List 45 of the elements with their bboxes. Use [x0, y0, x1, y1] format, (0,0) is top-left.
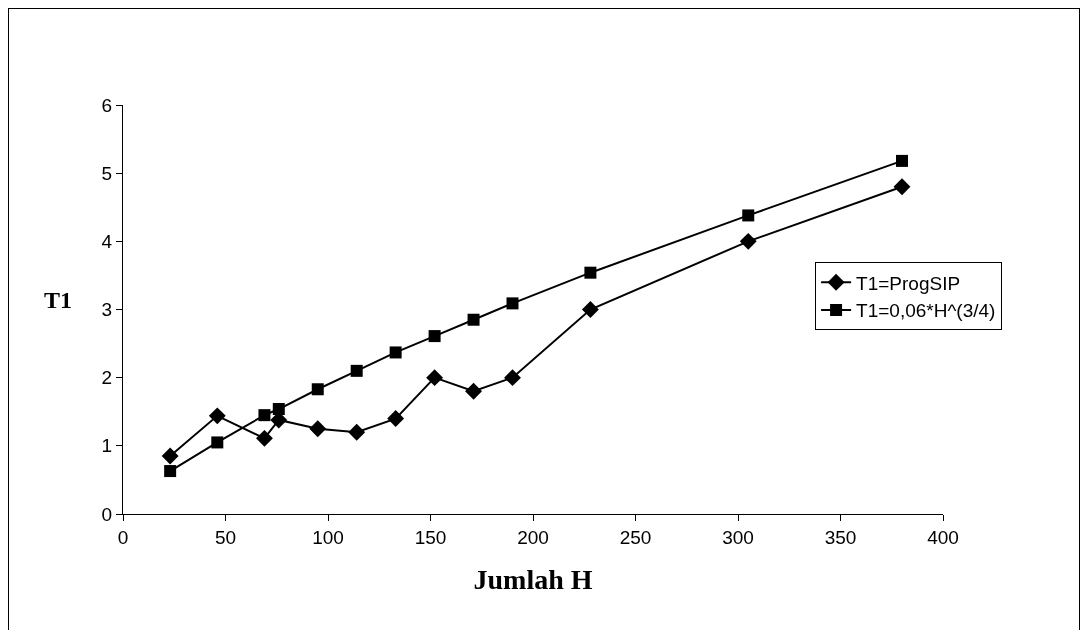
point: [311, 383, 324, 396]
x-axis-title: Jumlah H: [473, 563, 593, 595]
y-tick-label: 6: [101, 94, 113, 116]
point: [389, 346, 402, 359]
point: [211, 436, 224, 449]
point: [896, 154, 908, 167]
legend-label: T1=ProgSIP: [856, 272, 961, 294]
x-tick-label: 350: [824, 526, 857, 548]
point: [742, 209, 755, 222]
point: [584, 266, 597, 279]
x-tick-label: 100: [312, 526, 344, 548]
point: [504, 369, 521, 387]
point: [350, 364, 363, 377]
point: [161, 447, 179, 465]
y-tick-label: 3: [101, 299, 113, 321]
point: [739, 232, 757, 250]
x-tick-label: 150: [414, 526, 447, 548]
point: [164, 465, 177, 478]
x-tick-label: 250: [619, 526, 652, 548]
point: [256, 429, 273, 447]
y-tick-label: 5: [101, 162, 113, 184]
point: [893, 178, 911, 196]
legend-label: T1=0,06*H^(3/4): [856, 300, 996, 322]
point: [208, 407, 226, 425]
point: [581, 301, 599, 318]
point: [428, 330, 441, 343]
y-tick-label: 4: [101, 230, 113, 252]
x-tick-label: 300: [722, 526, 754, 548]
y-tick-label: 2: [101, 367, 113, 389]
point: [465, 382, 482, 400]
y-axis-title: T1: [44, 287, 73, 313]
point: [506, 297, 519, 310]
point: [258, 409, 271, 422]
x-tick-label: 200: [517, 526, 549, 548]
x-tick-label: 400: [927, 526, 959, 548]
y-tick-label: 0: [101, 503, 113, 525]
y-tick-label: 1: [101, 435, 113, 457]
point: [426, 369, 444, 387]
point: [272, 403, 285, 416]
point: [387, 410, 405, 428]
x-tick-label: 0: [117, 526, 129, 548]
point: [348, 423, 366, 441]
point: [309, 420, 327, 438]
point: [467, 313, 480, 326]
x-tick-label: 50: [214, 526, 237, 548]
